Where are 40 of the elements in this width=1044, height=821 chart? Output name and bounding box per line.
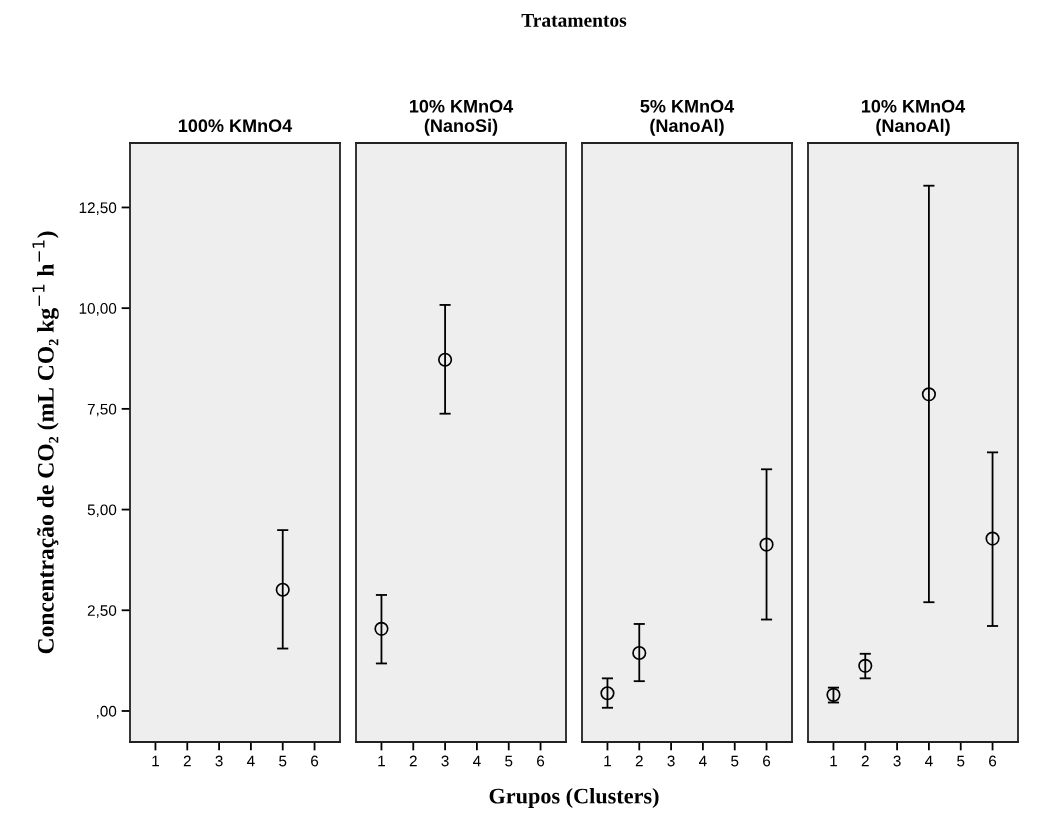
x-tick-label: 3 xyxy=(667,755,675,767)
x-tick-label: 2 xyxy=(635,755,643,767)
text: Grupos (Clusters) xyxy=(489,787,659,809)
x-tick-label: 1 xyxy=(152,755,159,767)
y-tick-label: ,00 xyxy=(96,705,117,719)
point xyxy=(985,531,1000,546)
chart-title: 5% KMnO4 (NanoAl) xyxy=(640,99,735,136)
chart-title: 10% KMnO4 (NanoSi) xyxy=(409,99,514,136)
x-tick-label: 5 xyxy=(279,755,287,767)
x-tick-label: 5 xyxy=(505,755,513,767)
x-tick-label: 6 xyxy=(311,755,319,767)
chart-title: 10% KMnO4 (NanoAl) xyxy=(861,99,966,136)
x-tick-label: 2 xyxy=(183,755,191,767)
text: Tratamentos xyxy=(521,13,627,27)
x-tick-label: 6 xyxy=(763,755,771,767)
x-tick-label: 4 xyxy=(473,755,481,767)
x-tick-label: 3 xyxy=(893,755,901,767)
x-tick-label: 6 xyxy=(537,755,545,767)
y-tick-label: 10,00 xyxy=(79,303,117,316)
point xyxy=(858,658,873,673)
x-tick-label: 4 xyxy=(247,755,255,767)
x-tick-label: 1 xyxy=(830,755,837,767)
x-tick-label: 3 xyxy=(441,755,449,767)
y-tick-label: 7,50 xyxy=(87,403,117,417)
x-tick-label: 6 xyxy=(989,755,997,767)
y-tick-label: 5,00 xyxy=(87,504,117,518)
chart-title: 100% KMnO4 xyxy=(178,119,293,133)
point xyxy=(921,387,936,402)
x-tick-label: 4 xyxy=(699,755,707,767)
x-tick-label: 1 xyxy=(604,755,611,767)
x-tick-label: 5 xyxy=(957,755,965,767)
x-tick-label: 2 xyxy=(409,755,417,767)
x-tick-label: 1 xyxy=(378,755,385,767)
x-tick-label: 4 xyxy=(925,755,933,767)
x-tick-label: 2 xyxy=(861,755,869,767)
x-tick-label: 5 xyxy=(731,755,739,767)
y-tick-label: 2,50 xyxy=(87,605,117,618)
y-tick-label: 12,50 xyxy=(79,202,117,215)
y-axis-title: Concentração de CO₂ (mL CO₂ kg$^{−1}$ h$^{−1}$) xyxy=(32,231,59,654)
x-tick-label: 3 xyxy=(215,755,223,767)
